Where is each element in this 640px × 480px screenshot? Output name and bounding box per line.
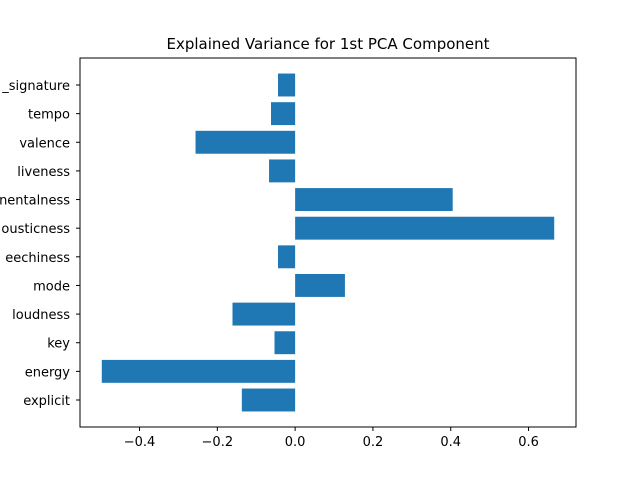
bar-valence bbox=[195, 130, 296, 154]
bar-tempo bbox=[271, 102, 296, 126]
y-tick-label-key: key bbox=[47, 337, 70, 352]
bar-speechiness bbox=[278, 245, 296, 269]
chart-title: Explained Variance for 1st PCA Component bbox=[166, 35, 489, 53]
y-tick-label-mode: mode bbox=[33, 279, 70, 294]
bars-group bbox=[101, 73, 555, 412]
y-tick-label-liveness: liveness bbox=[17, 165, 70, 180]
y-tick-label-explicit: explicit bbox=[23, 394, 70, 409]
x-tick-label: 0.0 bbox=[285, 435, 306, 450]
bar-mode bbox=[295, 274, 345, 297]
y-axis-ticks: explicit energy key loudness mode eechiness ou… bbox=[0, 79, 80, 409]
x-tick-label: 0.2 bbox=[363, 435, 384, 450]
y-tick-label-time_signature: _signature bbox=[1, 79, 70, 94]
bar-energy bbox=[101, 359, 296, 383]
x-tick-label: 0.4 bbox=[440, 435, 461, 450]
bar-loudness bbox=[232, 302, 296, 326]
y-tick-label-valence: valence bbox=[19, 136, 70, 151]
y-tick-label-instrumentalness: nentalness bbox=[0, 194, 70, 209]
y-tick-label-tempo: tempo bbox=[28, 108, 70, 123]
plot-frame bbox=[79, 57, 577, 428]
bar-acousticness bbox=[295, 216, 555, 240]
y-tick-label-acousticness: ousticness bbox=[1, 222, 70, 237]
x-tick-label: −0.4 bbox=[124, 435, 156, 450]
y-tick-label-energy: energy bbox=[25, 365, 71, 380]
bar-time_signature bbox=[278, 73, 296, 97]
bar-instrumentalness bbox=[295, 188, 453, 211]
x-axis-ticks: −0.4 −0.2 0.0 0.2 0.4 0.6 bbox=[124, 427, 539, 450]
x-tick-label: −0.2 bbox=[202, 435, 234, 450]
y-tick-label-loudness: loudness bbox=[12, 308, 70, 323]
bar-explicit bbox=[241, 388, 296, 412]
x-tick-label: 0.6 bbox=[518, 435, 539, 450]
y-tick-label-speechiness: eechiness bbox=[5, 251, 70, 266]
bar-key bbox=[274, 331, 296, 355]
bar-liveness bbox=[269, 159, 296, 183]
